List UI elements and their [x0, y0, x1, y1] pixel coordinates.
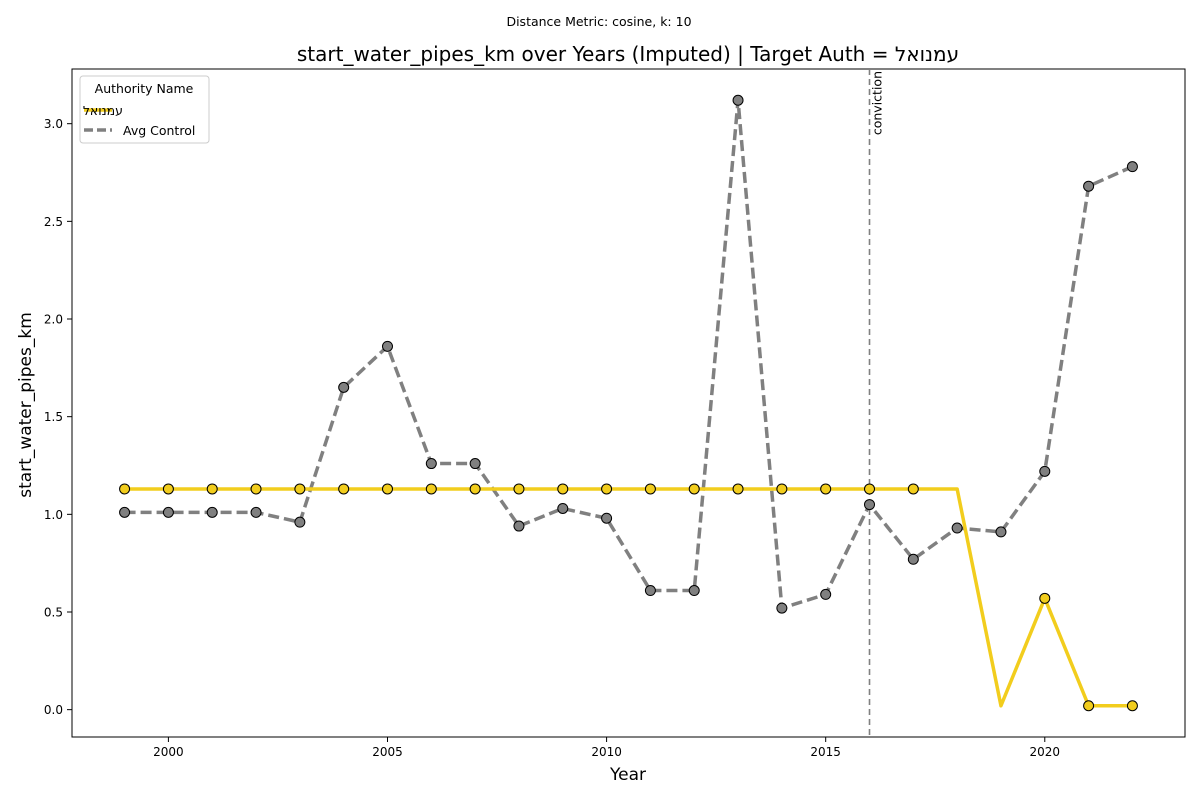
target-point — [601, 483, 613, 495]
target-point — [425, 483, 437, 495]
plot-area — [71, 68, 1186, 738]
avg-control-point — [732, 94, 744, 106]
avg-control-point — [688, 585, 700, 597]
target-point — [119, 483, 131, 495]
annotations: conviction — [868, 69, 885, 737]
conviction-label: conviction — [870, 71, 885, 135]
x-tick-label: 2005 — [372, 745, 403, 759]
y-tick-label: 1.0 — [44, 508, 63, 522]
avg-control-point — [294, 516, 306, 528]
avg-control-point — [469, 458, 481, 470]
chart-title: start_water_pipes_km over Years (Imputed… — [297, 42, 959, 66]
avg-control-point — [1126, 161, 1138, 173]
target-point — [1083, 700, 1095, 712]
x-axis-label: Year — [609, 765, 646, 785]
target-point — [688, 483, 700, 495]
y-axis: 0.0 0.5 1.0 1.5 2.0 2.5 3.0 — [44, 117, 72, 717]
x-tick-label: 2010 — [591, 745, 622, 759]
target-point — [250, 483, 262, 495]
target-point — [294, 483, 306, 495]
legend-label-target: עמנואל — [83, 103, 123, 118]
chart-suptitle: Distance Metric: cosine, k: 10 — [506, 14, 691, 29]
legend-title: Authority Name — [95, 81, 194, 96]
legend: Authority Name עמנואל Avg Control — [79, 75, 210, 144]
legend-frame — [79, 75, 210, 144]
series-target-line — [124, 487, 1133, 708]
target-point — [907, 483, 919, 495]
target-point — [162, 483, 174, 495]
avg-control-point — [206, 506, 218, 518]
target-point — [644, 483, 656, 495]
target-point — [1039, 592, 1051, 604]
avg-control-point — [250, 506, 262, 518]
x-tick-label: 2020 — [1030, 745, 1061, 759]
y-tick-label: 3.0 — [44, 117, 63, 131]
avg-control-point — [557, 502, 569, 514]
target-point — [864, 483, 876, 495]
x-tick-label: 2015 — [810, 745, 841, 759]
target-point — [776, 483, 788, 495]
target-point — [1126, 700, 1138, 712]
avg-control-point — [425, 458, 437, 470]
avg-control-point — [513, 520, 525, 532]
y-tick-label: 0.0 — [44, 703, 63, 717]
x-tick-label: 2000 — [153, 745, 184, 759]
avg-control-point — [995, 526, 1007, 538]
avg-control-point — [644, 585, 656, 597]
y-tick-label: 2.5 — [44, 215, 63, 229]
target-point — [469, 483, 481, 495]
avg-control-point — [907, 553, 919, 565]
target-point — [381, 483, 393, 495]
target-point — [338, 483, 350, 495]
y-tick-label: 0.5 — [44, 605, 63, 619]
avg-control-point — [338, 381, 350, 393]
avg-control-point — [1083, 180, 1095, 192]
avg-control-point — [1039, 465, 1051, 477]
avg-control-point — [951, 522, 963, 534]
avg-control-point — [776, 602, 788, 614]
avg-control-point — [162, 506, 174, 518]
avg-control-point — [820, 588, 832, 600]
series-layer — [119, 94, 1138, 712]
y-tick-label: 1.5 — [44, 410, 63, 424]
legend-label-avg-control: Avg Control — [123, 123, 195, 138]
target-point — [513, 483, 525, 495]
avg-control-point — [119, 506, 131, 518]
target-point — [557, 483, 569, 495]
y-axis-label: start_water_pipes_km — [16, 312, 36, 498]
x-axis: 2000 2005 2010 2015 2020 — [153, 737, 1060, 759]
target-point — [820, 483, 832, 495]
avg-control-point — [601, 512, 613, 524]
y-tick-label: 2.0 — [44, 313, 63, 327]
target-point — [206, 483, 218, 495]
avg-control-point — [864, 499, 876, 511]
avg-control-point — [381, 340, 393, 352]
target-point — [732, 483, 744, 495]
